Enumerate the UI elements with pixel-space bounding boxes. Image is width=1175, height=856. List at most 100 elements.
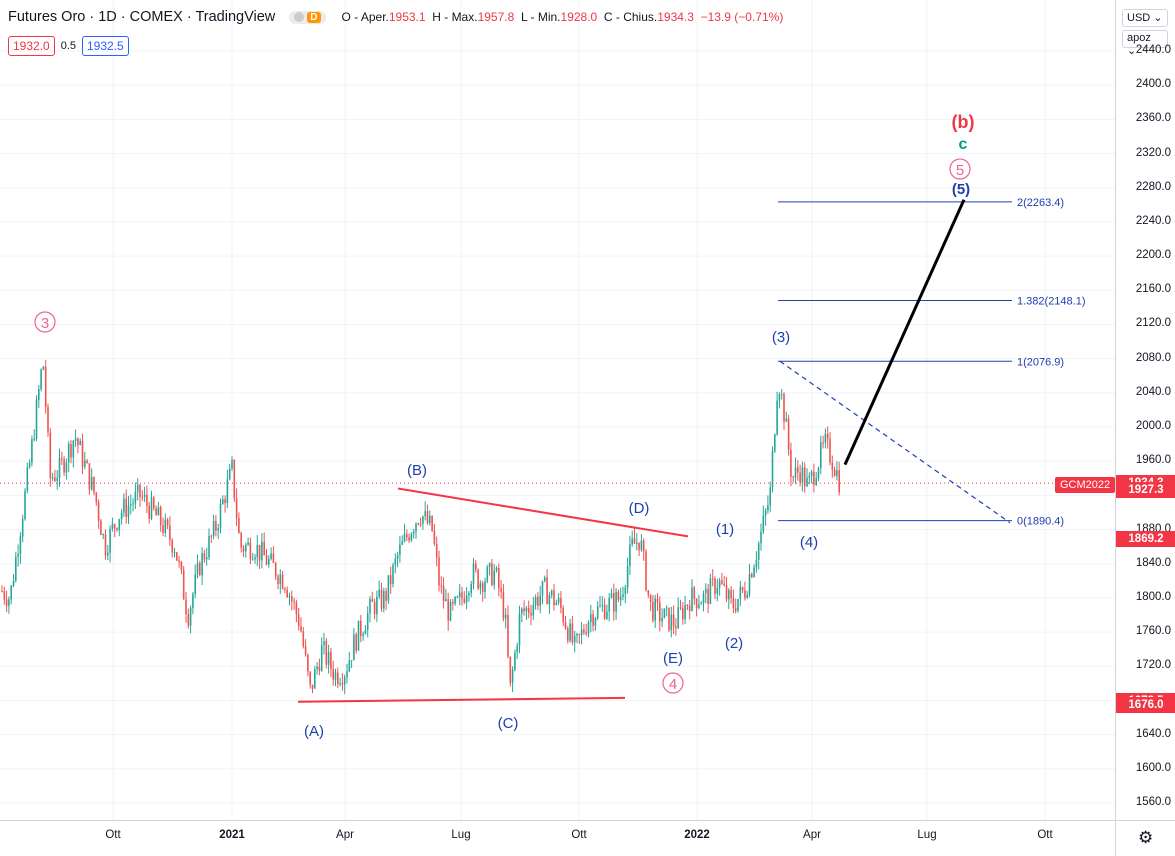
candle-body [353,634,355,661]
candle-body [820,442,822,468]
candle-body [504,614,507,619]
time-axis[interactable]: Ott 2021 Apr Lug Ott 2022 Apr Lug Ott [0,820,1115,856]
buy-price-button[interactable]: 1932.5 [82,36,129,56]
candle-body [217,527,219,531]
candle-body [461,592,463,599]
candle-body [665,607,668,609]
chart-pane[interactable]: 2(2263.4) 1.382(2148.1) 1(2076.9) 0(1890.4)… [0,0,1115,820]
candle-body [596,606,599,619]
candle-body [447,599,449,621]
change-value: −13.9 (−0.71%) [700,10,784,24]
price-tick-label: 2040.0 [1135,385,1171,398]
candle-body [557,598,560,603]
candle-body [737,599,739,611]
candle-body [592,614,594,626]
candle-body [760,531,762,544]
candle-body [603,604,606,619]
candle-body [606,611,608,619]
candle-body [194,574,196,595]
candle-body [47,407,49,433]
candle-body [196,562,199,575]
symbol-title[interactable]: Futures Oro · 1D · COMEX · TradingView [8,9,276,25]
candle-body [185,599,187,615]
currency-select[interactable]: USD ⌄ [1122,9,1168,27]
price-tick-label: 1560.0 [1135,796,1171,808]
candle-body [663,608,666,619]
data-status-pill[interactable]: D [289,10,326,24]
candle-body [150,497,153,519]
candle-body [433,530,436,544]
candle-body [654,598,656,621]
price-chart[interactable]: 2(2263.4) 1.382(2148.1) 1(2076.9) 0(1890.4)… [0,0,1115,820]
candle-body [348,660,351,672]
candle-body [56,478,58,481]
candle-body [171,540,173,553]
candle-body [585,632,587,634]
candle-body [608,598,610,612]
candle-body [548,595,551,605]
candle-body [502,591,505,619]
candle-body [107,552,109,556]
candle-body [532,605,535,616]
candle-body [118,519,121,530]
candle-body [320,645,323,671]
fib-level-label: 0(1890.4) [1017,516,1064,528]
candle-body [373,602,376,615]
candle-body [594,618,597,626]
candle-body [222,499,224,504]
candle-body [817,467,820,479]
unit-select[interactable]: apoz ⌄ [1122,30,1168,57]
candle-body [254,557,256,560]
price-axis[interactable]: USD ⌄ apoz ⌄ 2440.0 2400.0 2360.0 2320.0 228… [1115,0,1175,820]
candle-body [509,656,512,684]
candle-body [332,668,334,680]
candle-body [132,503,134,505]
candle-body [787,418,790,450]
candle-body [711,578,714,580]
candle-body [212,520,215,536]
candle-body [714,578,716,594]
candle-body [617,591,620,600]
high-value: 1957.8 [477,10,515,24]
candle-body [741,587,744,591]
gear-icon[interactable]: ⚙ [1138,828,1154,847]
candle-body [721,580,723,584]
wave-label: c [959,136,968,153]
candle-body [838,470,840,493]
candle-body [346,671,348,678]
candle-body [656,598,659,603]
candle-body [26,467,29,491]
candle-body [534,596,537,606]
candle-body [636,542,638,544]
candle-body [725,585,728,600]
candle-body [286,589,288,598]
candle-body [734,608,737,611]
candle-body [626,566,629,588]
candle-body [707,588,709,604]
candle-body [256,544,259,558]
wave-label: (5) [952,181,970,198]
candle-body [422,516,424,524]
ohlc-values: O - Aper.1953.1 H - Max.1957.8 L - Min.1… [342,10,784,24]
candle-body [728,590,730,600]
candle-body [424,511,426,517]
candle-body [293,601,295,603]
candle-body [755,559,758,568]
candle-body [486,567,489,582]
wave-label: (4) [800,534,818,551]
wave-label: (E) [663,650,683,667]
candle-body [778,394,781,401]
sell-price-button[interactable]: 1932.0 [8,36,55,56]
fib-level-label: 2(2263.4) [1017,197,1064,209]
candle-body [95,492,98,503]
candle-body [189,607,192,626]
price-tick-label: 2200.0 [1135,249,1171,262]
candle-body [277,576,279,585]
candle-body [472,563,475,585]
candle-body [569,623,571,641]
time-tick-label: 2021 [219,829,245,841]
candle-body [279,574,282,585]
candle-body [242,547,245,552]
candle-body [440,585,443,587]
candle-body [159,507,162,526]
